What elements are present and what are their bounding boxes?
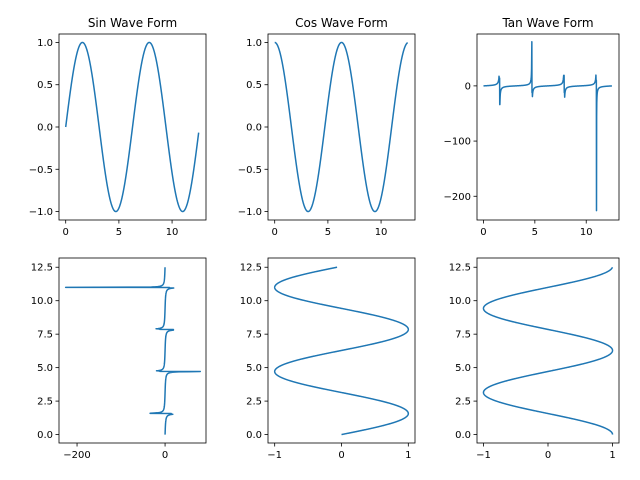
x-tick-label: 10: [166, 227, 179, 238]
axes-frame: [476, 257, 620, 444]
x-tick-label: 0: [545, 450, 551, 461]
y-tick-label: 0: [465, 81, 471, 92]
series-line: [273, 266, 410, 436]
y-tick-label: 5.0: [37, 363, 53, 374]
y-tick-label: −200: [444, 192, 471, 203]
y-tick-label: 0.0: [246, 123, 262, 134]
x-tick-label: 5: [325, 227, 331, 238]
y-tick-label: 2.5: [455, 397, 471, 408]
axes-frame: [58, 257, 207, 444]
y-tick-label: −1.0: [29, 207, 53, 218]
y-tick-label: 0.0: [37, 123, 53, 134]
y-tick-label: 10.0: [31, 296, 53, 307]
y-tick-label: 2.5: [246, 397, 262, 408]
y-tick-label: −0.5: [29, 165, 53, 176]
subplot-1: 0 5 10 −1.0 −0.5 0.0 0.5 1.0 Sin Wave Form: [29, 16, 207, 238]
y-tick-label: −100: [444, 137, 471, 148]
x-tick-label: −1: [267, 450, 282, 461]
y-tick-label: 12.5: [31, 263, 53, 274]
y-tick-label: 0.0: [246, 430, 262, 441]
y-tick-label: −1.0: [238, 207, 262, 218]
axes-frame: [267, 33, 416, 221]
x-tick-label: 5: [116, 227, 122, 238]
subplot-title: Cos Wave Form: [295, 16, 388, 30]
series-line: [482, 40, 613, 212]
x-tick-label: 5: [532, 227, 538, 238]
series-line: [482, 266, 614, 436]
y-tick-label: 0.5: [37, 80, 53, 91]
y-tick-label: 2.5: [37, 397, 53, 408]
y-tick-label: −0.5: [238, 165, 262, 176]
x-tick-label: 0: [480, 227, 486, 238]
y-tick-label: 12.5: [240, 263, 262, 274]
y-tick-label: 5.0: [455, 363, 471, 374]
subplot-6: −1 0 10.02.55.07.510.012.5: [449, 257, 620, 461]
x-tick-label: −1: [476, 450, 491, 461]
subplot-title: Sin Wave Form: [88, 16, 177, 30]
subplot-2: 0 5 10 −1.0 −0.5 0.0 0.5 1.0 Cos Wave Form: [238, 16, 416, 238]
y-tick-label: 7.5: [37, 330, 53, 341]
y-tick-label: 10.0: [449, 296, 471, 307]
y-tick-label: 0.5: [246, 80, 262, 91]
y-tick-label: 0.0: [37, 430, 53, 441]
subplot-title: Tan Wave Form: [501, 16, 593, 30]
x-tick-label: −200: [63, 450, 90, 461]
x-tick-label: 0: [162, 450, 168, 461]
y-tick-label: 12.5: [449, 263, 471, 274]
y-tick-label: 1.0: [246, 38, 262, 49]
y-tick-label: 1.0: [37, 38, 53, 49]
y-tick-label: 0.0: [455, 430, 471, 441]
subplot-5: −1 0 10.02.55.07.510.012.5: [240, 257, 416, 461]
subplot-4: −200 0 0.0 2.5 5.0 7.5 10.0 12.5: [31, 257, 207, 461]
y-tick-label: 10.0: [240, 296, 262, 307]
y-tick-label: 5.0: [246, 363, 262, 374]
y-tick-label: 7.5: [246, 330, 262, 341]
x-tick-label: 0: [338, 450, 344, 461]
x-tick-label: 1: [609, 450, 615, 461]
x-tick-label: 1: [405, 450, 411, 461]
axes-frame: [476, 33, 620, 221]
x-tick-label: 0: [63, 227, 69, 238]
x-tick-label: 0: [272, 227, 278, 238]
x-tick-label: 10: [580, 227, 593, 238]
series-line: [274, 41, 409, 213]
x-tick-label: 10: [375, 227, 388, 238]
y-tick-label: 7.5: [455, 330, 471, 341]
series-line: [64, 41, 200, 213]
series-line: [64, 266, 202, 436]
subplot-3: 0 5 10 0 −100 −200 Tan Wave Form: [444, 16, 620, 238]
